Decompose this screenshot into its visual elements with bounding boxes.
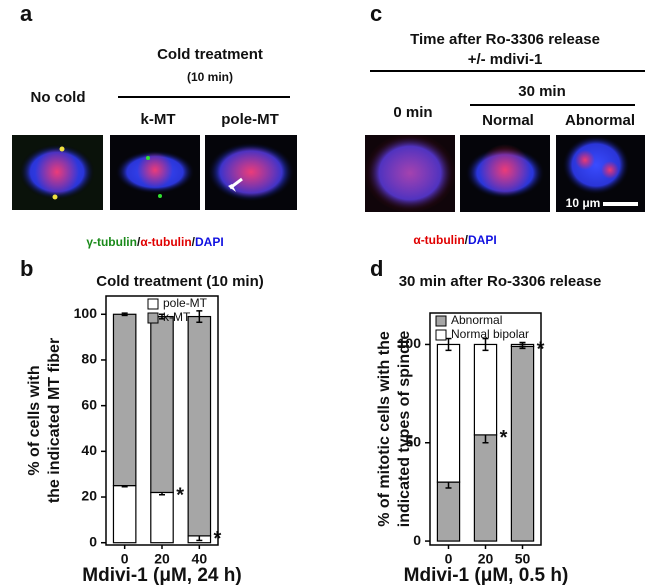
subheading: (10 min) <box>187 70 233 84</box>
x-axis-label: Mdivi-1 (μM, 24 h) <box>82 565 241 586</box>
chart-title: Cold treatment (10 min) <box>96 273 264 290</box>
bar-segment <box>150 491 174 544</box>
bar-segment <box>510 345 535 542</box>
legend-swatch <box>435 329 447 341</box>
scale-bar-label: 10 μm <box>566 196 601 210</box>
panel-letter: d <box>370 256 383 281</box>
significance: * <box>500 427 508 449</box>
panel-letter: c <box>370 1 382 26</box>
micrograph <box>110 135 200 210</box>
plot-frame <box>105 295 219 546</box>
y-tick-label: 0 <box>89 533 97 549</box>
y-axis-label: % of mitotic cells with the <box>376 331 393 527</box>
significance: * <box>176 485 184 507</box>
panel-letter: b <box>20 256 33 281</box>
micrograph <box>12 135 103 210</box>
stain-label: α-tubulin/DAPI <box>413 233 496 247</box>
x-tick-label: 0 <box>121 551 129 567</box>
x-tick-label: 20 <box>478 551 494 567</box>
micrograph <box>556 135 645 212</box>
image-label: Normal <box>482 112 534 129</box>
stain: DAPI <box>195 235 224 249</box>
x-axis-label: Mdivi-1 (μM, 0.5 h) <box>404 565 569 586</box>
legend-label: Normal bipolar <box>451 327 529 341</box>
y-axis-label: the indicated MT fiber <box>46 338 63 503</box>
stain: α-tubulin <box>413 233 464 247</box>
image-label: 0 min <box>393 104 432 121</box>
image-label: 30 min <box>518 83 566 100</box>
x-tick-label: 50 <box>515 551 531 567</box>
heading: Cold treatment <box>157 46 263 63</box>
heading: Time after Ro-3306 release <box>410 31 600 48</box>
stain: / <box>465 233 469 247</box>
image-label: pole-MT <box>221 111 279 128</box>
bar-segment <box>436 481 461 542</box>
bar-segment <box>436 343 461 483</box>
chart-title: 30 min after Ro-3306 release <box>399 273 602 290</box>
y-tick-label: 0 <box>413 532 421 548</box>
bar-segment <box>112 313 137 487</box>
image-label: k-MT <box>141 111 176 128</box>
legend-label: pole-MT <box>163 296 208 310</box>
micrograph <box>460 135 550 212</box>
y-tick-label: 100 <box>74 305 98 321</box>
bar-segment <box>187 315 212 537</box>
micrograph <box>205 135 297 210</box>
y-tick-label: 40 <box>81 442 97 458</box>
stain: / <box>192 235 196 249</box>
y-tick-label: 100 <box>398 335 422 351</box>
bar-segment <box>473 434 498 542</box>
stain: DAPI <box>468 233 497 247</box>
y-tick-label: 50 <box>405 433 421 449</box>
plot-frame <box>429 312 542 546</box>
y-tick-label: 80 <box>81 351 97 367</box>
y-axis-label: % of cells with <box>26 365 43 475</box>
legend-label: Abnormal <box>451 313 502 327</box>
x-tick-label: 0 <box>445 551 453 567</box>
stain: / <box>137 235 141 249</box>
stain: γ-tubulin <box>86 235 137 249</box>
stain-label: γ-tubulin/α-tubulin/DAPI <box>86 235 223 249</box>
x-tick-label: 20 <box>154 551 170 567</box>
x-tick-label: 40 <box>192 551 208 567</box>
y-tick-label: 60 <box>81 396 97 412</box>
legend-swatch <box>435 315 447 327</box>
legend-label: k-MT <box>163 310 191 324</box>
y-axis-label: indicated types of spindle <box>396 331 413 528</box>
bar-segment <box>150 315 174 494</box>
micrograph <box>364 133 456 213</box>
y-tick-label: 20 <box>81 488 97 504</box>
panel-letter: a <box>20 1 33 26</box>
image-label: No cold <box>31 89 86 106</box>
bar-segment <box>112 485 137 544</box>
legend-swatch <box>147 298 159 310</box>
bar-segment <box>473 343 498 436</box>
stain: α-tubulin <box>140 235 191 249</box>
legend-swatch <box>147 312 159 324</box>
heading: +/- mdivi-1 <box>468 51 543 68</box>
image-label: Abnormal <box>565 112 635 129</box>
